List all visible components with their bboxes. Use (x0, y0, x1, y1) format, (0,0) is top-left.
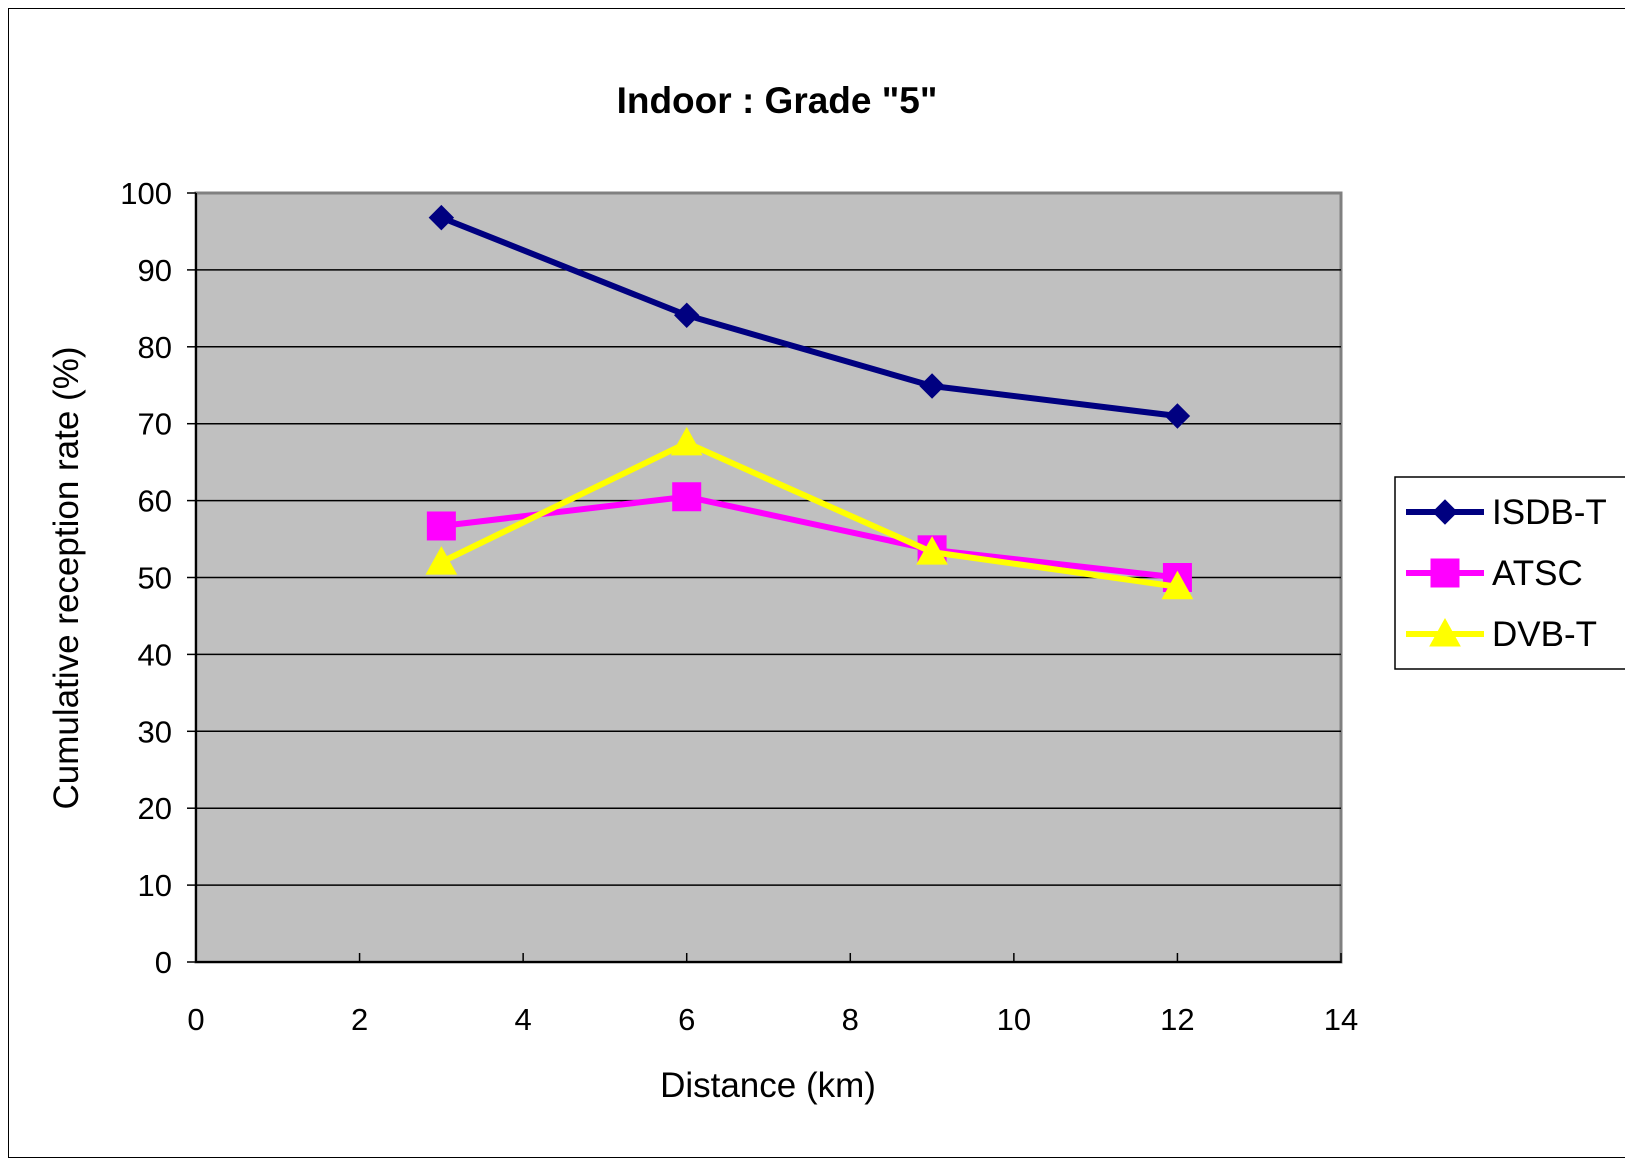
data-point-dvb-t (1161, 570, 1194, 600)
plot-area (187, 191, 1343, 964)
legend-swatch-marker (1429, 617, 1461, 647)
y-tick-labels: 0 10 20 30 40 50 60 70 80 90 100 (120, 176, 172, 980)
x-tick-label: 8 (842, 1002, 859, 1037)
x-axis-label: Distance (km) (660, 1066, 876, 1105)
x-tick-label: 6 (678, 1002, 695, 1037)
data-point-atsc (672, 482, 702, 512)
data-point-isdb-t (919, 373, 945, 399)
series-layer (425, 204, 1194, 600)
data-point-isdb-t (428, 204, 455, 231)
legend: ISDB-T ATSC DVB-T (1394, 476, 1625, 670)
y-tick-label: 60 (138, 484, 172, 519)
legend-label: DVB-T (1492, 615, 1597, 654)
data-point-atsc (426, 511, 456, 541)
data-point-dvb-t (670, 426, 703, 456)
axes (187, 192, 1342, 963)
x-tick-label: 14 (1324, 1002, 1358, 1037)
x-tick-label: 10 (997, 1002, 1031, 1037)
x-tick-label: 2 (351, 1002, 368, 1037)
x-tick-label: 4 (515, 1002, 532, 1037)
series-line-atsc (441, 493, 1178, 581)
y-axis-label: Cumulative reception rate (%) (47, 347, 86, 810)
data-point-isdb-t (674, 302, 700, 328)
legend-label: ATSC (1492, 554, 1583, 593)
legend-label: ISDB-T (1492, 493, 1607, 532)
y-tick-label: 90 (138, 253, 172, 288)
gridlines (196, 269, 1341, 886)
legend-swatch-marker (1432, 499, 1458, 525)
legend-item-atsc: ATSC (1406, 554, 1583, 593)
series-line-dvb-t (440, 439, 1178, 590)
series-dvb-t (425, 426, 1194, 600)
legend-swatch-marker (1430, 558, 1460, 588)
y-tick-label: 0 (155, 945, 172, 980)
series-line-isdb-t (440, 214, 1178, 419)
legend-items: ISDB-T ATSC DVB-T (1406, 493, 1607, 654)
data-point-isdb-t (1164, 403, 1191, 429)
y-tick-label: 40 (138, 637, 172, 672)
y-tick-label: 30 (138, 714, 172, 749)
chart-title: Indoor : Grade "5" (617, 80, 938, 121)
x-tick-labels: 0 2 4 6 8 10 12 14 (187, 1002, 1358, 1037)
y-tick-label: 10 (138, 868, 172, 903)
y-tick-label: 80 (138, 330, 172, 365)
x-tick-label: 12 (1160, 1002, 1194, 1037)
y-tick-label: 50 (138, 561, 172, 596)
series-isdb-t (428, 204, 1191, 429)
y-tick-label: 20 (138, 791, 172, 826)
legend-item-dvb-t: DVB-T (1406, 615, 1597, 654)
y-tick-label: 100 (120, 176, 172, 211)
data-point-dvb-t (916, 536, 948, 565)
data-point-dvb-t (425, 546, 458, 575)
x-tick-label: 0 (187, 1002, 204, 1037)
y-tick-label: 70 (138, 407, 172, 442)
legend-item-isdb-t: ISDB-T (1406, 493, 1607, 532)
